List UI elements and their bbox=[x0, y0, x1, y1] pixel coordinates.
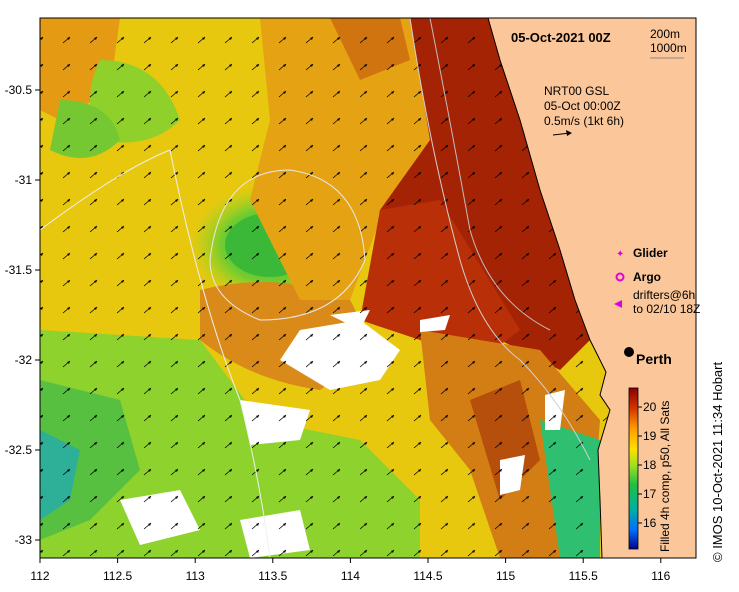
svg-text:drifters@6h: drifters@6h bbox=[633, 288, 695, 302]
contour-label-200m: 200m bbox=[650, 27, 680, 41]
x-tick-label: 114 bbox=[341, 569, 360, 583]
sst-field bbox=[40, 18, 696, 558]
plot-frame bbox=[39, 17, 697, 559]
svg-text:to 02/10 18Z: to 02/10 18Z bbox=[633, 302, 700, 316]
current-scale: 0.5m/s (1kt 6h) bbox=[544, 114, 624, 128]
legend-argo: Argo bbox=[615, 270, 661, 284]
land-mass bbox=[472, 18, 696, 558]
map-title: 05-Oct-2021 00Z bbox=[511, 30, 611, 45]
colorbar-tick-label: 18 bbox=[643, 458, 657, 472]
y-tick-label: -32.5 bbox=[5, 443, 33, 457]
x-tick-label: 114.5 bbox=[413, 569, 442, 583]
y-tick-label: -30.5 bbox=[5, 83, 33, 97]
drifter-icon bbox=[614, 300, 622, 308]
legend-glider: ✦ Glider bbox=[616, 246, 668, 260]
x-tick-label: 115.5 bbox=[569, 569, 598, 583]
x-tick-label: 112.5 bbox=[103, 569, 132, 583]
colorbar-tick-label: 19 bbox=[643, 429, 657, 443]
contour-label-1000m: 1000m bbox=[650, 41, 687, 55]
colorbar-scale bbox=[628, 387, 639, 550]
x-tick-label: 115 bbox=[496, 569, 515, 583]
perth-marker-icon bbox=[624, 347, 634, 357]
colorbar-label: Filled 4h comp, p50, All Sats bbox=[658, 401, 672, 552]
y-axis: -30.5 -31 -31.5 -32 -32.5 -33 bbox=[5, 83, 40, 547]
y-tick-label: -32 bbox=[15, 353, 33, 367]
svg-text:Argo: Argo bbox=[633, 270, 661, 284]
x-tick-label: 113 bbox=[186, 569, 205, 583]
colorbar-tick-label: 20 bbox=[643, 400, 657, 414]
scale-arrow-icon bbox=[552, 130, 572, 136]
colorbar-tick-label: 16 bbox=[643, 516, 657, 530]
x-axis: 112 112.5 113 113.5 114 114.5 115 115.5 116 bbox=[30, 558, 671, 583]
current-time: 05-Oct 00:00Z bbox=[544, 99, 621, 113]
legend-drifters: drifters@6h to 02/10 18Z bbox=[614, 288, 700, 316]
argo-icon bbox=[615, 272, 625, 282]
colorbar-tick-label: 17 bbox=[643, 487, 657, 501]
y-tick-label: -33 bbox=[15, 533, 33, 547]
city-label: Perth bbox=[636, 351, 672, 367]
colorbar: 20 19 18 17 16 Filled 4h comp, p50, All Sats bbox=[628, 387, 672, 552]
glider-icon: ✦ bbox=[616, 249, 624, 260]
credit-text: © IMOS 10-Oct-2021 11:34 Hobart bbox=[710, 362, 725, 562]
x-tick-label: 113.5 bbox=[258, 569, 287, 583]
current-source: NRT00 GSL bbox=[544, 84, 609, 98]
y-tick-label: -31.5 bbox=[5, 263, 33, 277]
y-tick-label: -31 bbox=[15, 173, 33, 187]
svg-text:Glider: Glider bbox=[633, 246, 668, 260]
x-tick-label: 116 bbox=[651, 569, 670, 583]
x-tick-label: 112 bbox=[30, 569, 49, 583]
